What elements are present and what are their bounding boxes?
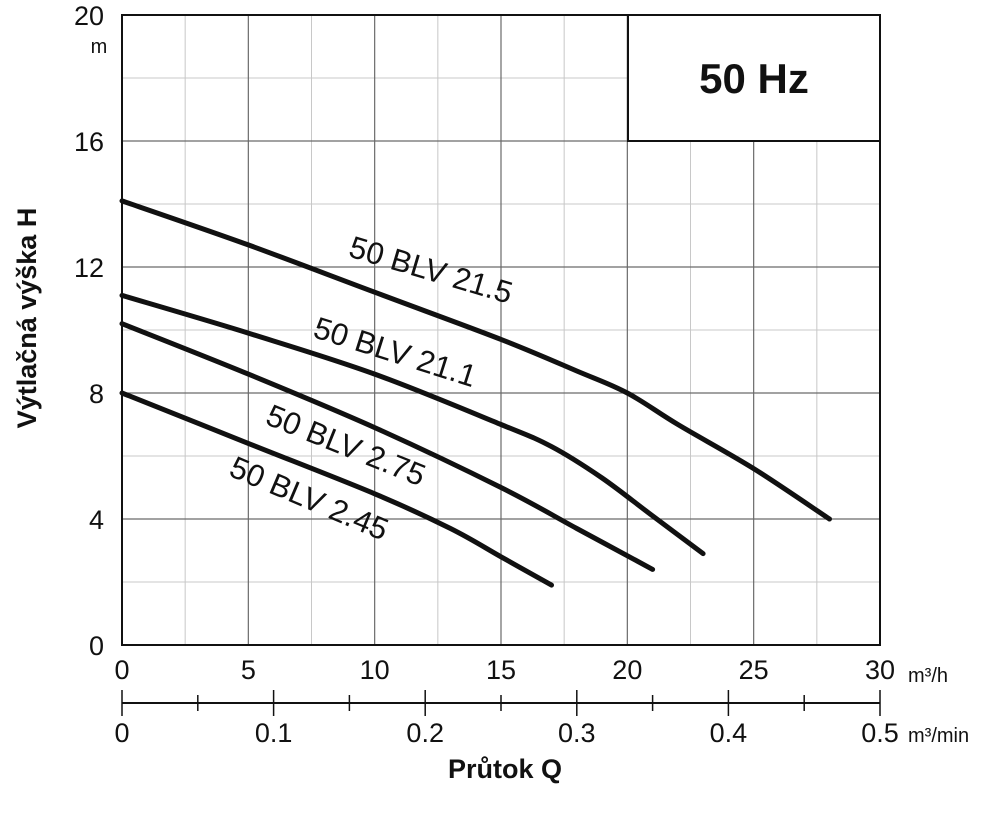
x2-tick-label: 0.1 — [255, 718, 293, 748]
y-tick-label: 4 — [89, 505, 104, 535]
y-tick-labels: 0 4 8 12 16 20 — [74, 1, 104, 661]
x2-tick-label: 0 — [114, 718, 129, 748]
y-tick-label: 12 — [74, 253, 104, 283]
curve-line — [119, 321, 656, 572]
curve-line — [119, 198, 832, 522]
secondary-x-axis: 0 0.1 0.2 0.3 0.4 0.5 — [114, 690, 899, 748]
y-axis-title: Výtlačná výška H — [12, 208, 42, 429]
x-tick-label: 25 — [739, 655, 769, 685]
x-tick-label: 20 — [612, 655, 642, 685]
x-axis-title: Průtok Q — [448, 754, 562, 784]
x-tick-label: 0 — [114, 655, 129, 685]
x-tick-labels: 0 5 10 15 20 25 30 — [114, 655, 895, 685]
x2-tick-label: 0.3 — [558, 718, 596, 748]
x-tick-label: 5 — [241, 655, 256, 685]
curve-label: 50 BLV 21.5 — [345, 229, 516, 310]
x-tick-label: 15 — [486, 655, 516, 685]
y-unit-label: m — [91, 36, 108, 58]
x2-tick-label: 0.2 — [406, 718, 444, 748]
frequency-badge — [627, 14, 881, 142]
grid-major — [122, 15, 880, 645]
x2-unit-label: m³/min — [908, 725, 969, 747]
x2-tick-label: 0.4 — [710, 718, 748, 748]
curve-line — [119, 292, 706, 557]
curves — [119, 198, 832, 588]
y-tick-label: 8 — [89, 379, 104, 409]
plot-frame — [121, 14, 881, 646]
curve-line — [119, 390, 554, 588]
y-tick-label: 16 — [74, 127, 104, 157]
x-unit-label: m³/h — [908, 665, 948, 687]
x-tick-label: 10 — [360, 655, 390, 685]
frequency-badge-text: 50 Hz — [699, 55, 809, 102]
x-tick-label: 30 — [865, 655, 895, 685]
y-tick-label: 0 — [89, 631, 104, 661]
x2-tick-label: 0.5 — [861, 718, 899, 748]
y-tick-label: 20 — [74, 1, 104, 31]
